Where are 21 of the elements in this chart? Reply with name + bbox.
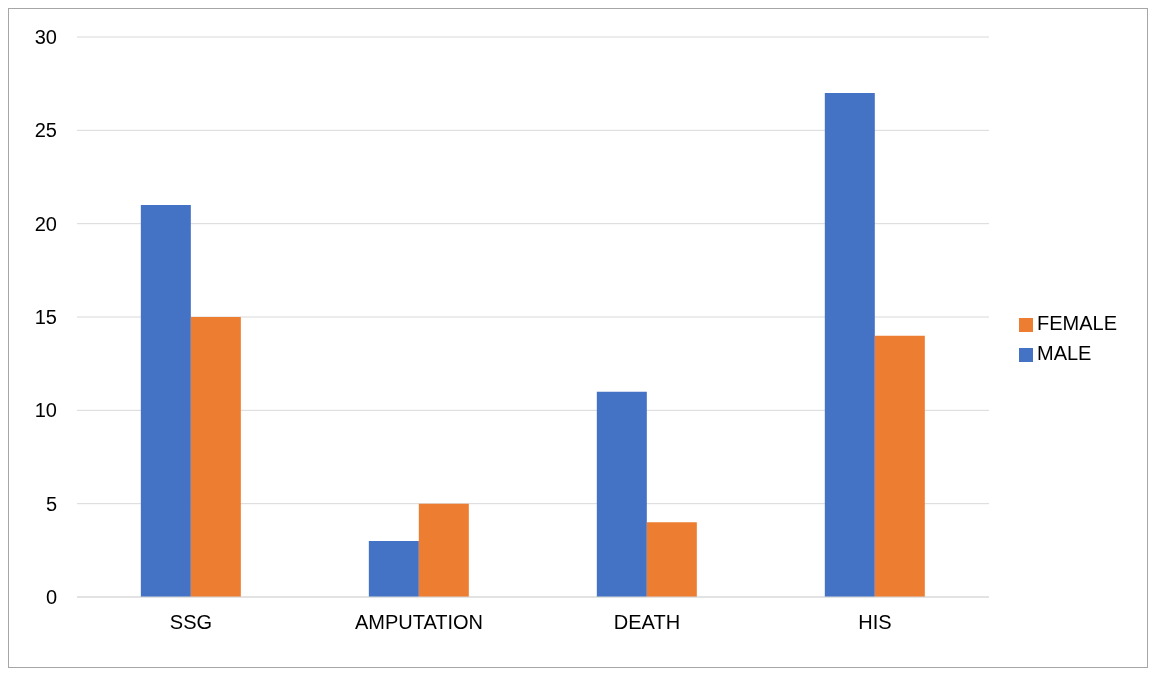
legend-label: MALE [1036,342,1092,364]
bar [646,522,697,597]
y-tick-label: 20 [34,212,57,235]
y-tick-label: 0 [45,586,57,609]
x-tick-label: DEATH [613,611,681,634]
y-tick-label: 30 [34,26,57,49]
bar [596,391,647,597]
x-tick-label: AMPUTATION [354,611,484,634]
bar [824,93,875,597]
y-tick-label: 10 [34,399,57,422]
y-tick-label: 5 [45,492,57,515]
bar [874,335,925,597]
bar [190,317,241,597]
y-tick-label: 25 [34,119,57,142]
bar [140,205,191,597]
y-tick-label: 15 [34,306,57,329]
x-tick-label: SSG [169,611,213,634]
legend-label: FEMALE [1036,312,1117,334]
x-tick-label: HIS [858,611,892,634]
bar [418,503,469,597]
bar [368,541,419,597]
